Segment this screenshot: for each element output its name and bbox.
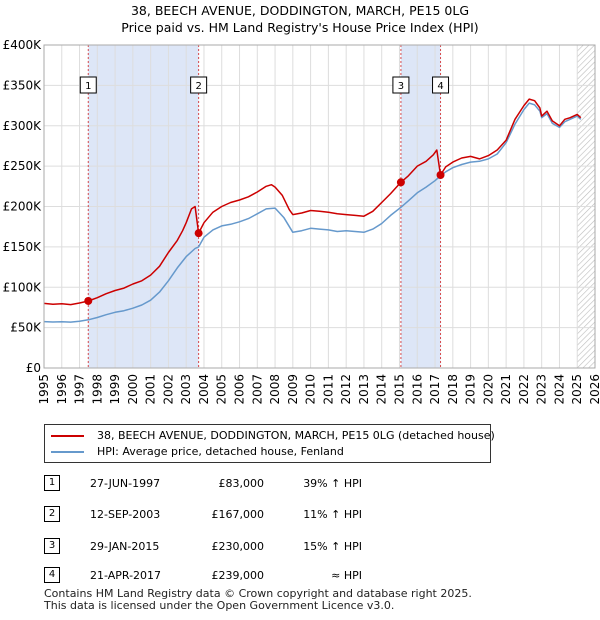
x-tick-label: 2015 <box>392 374 406 405</box>
x-tick-label: 2010 <box>304 374 318 405</box>
x-tick-label: 2004 <box>197 374 211 405</box>
legend-property-label: 38, BEECH AVENUE, DODDINGTON, MARCH, PE1… <box>97 429 495 442</box>
sale-label-number: 2 <box>195 81 201 92</box>
sale-label-box <box>432 76 450 94</box>
x-tick-label: 2025 <box>570 374 584 405</box>
x-tick-label: 1999 <box>108 374 122 405</box>
y-tick-label: £400K <box>3 38 43 52</box>
chart-title: 38, BEECH AVENUE, DODDINGTON, MARCH, PE1… <box>0 2 600 36</box>
y-tick-label: £200K <box>3 200 43 214</box>
sale-point <box>84 296 93 305</box>
sale-number: 4 <box>44 567 60 583</box>
x-tick-label: 2018 <box>446 374 460 405</box>
x-tick-label: 2013 <box>357 374 371 405</box>
hpi-line <box>43 102 582 323</box>
legend-hpi-swatch <box>51 451 84 453</box>
plot-border <box>43 44 596 369</box>
sale-point <box>436 171 445 180</box>
x-tick-label: 2007 <box>250 374 264 405</box>
sale-date: 29-JAN-2015 <box>90 540 160 553</box>
sale-label-box <box>79 76 97 94</box>
sale-number: 3 <box>44 538 60 554</box>
sale-label-number: 1 <box>85 81 91 92</box>
footer-copyright: Contains HM Land Registry data © Crown c… <box>44 587 472 600</box>
sale-label-number: 4 <box>437 81 443 92</box>
x-tick-label: 2002 <box>161 374 175 405</box>
x-tick-label: 2026 <box>588 374 600 405</box>
sale-date: 12-SEP-2003 <box>90 508 161 521</box>
x-tick-label: 1997 <box>73 374 87 405</box>
x-tick-label: 1996 <box>55 374 69 405</box>
y-tick-label: £50K <box>10 321 42 335</box>
x-tick-label: 2012 <box>339 374 353 405</box>
sale-point <box>194 229 203 238</box>
sale-number: 1 <box>44 475 60 491</box>
sale-hpi-change: 15% ↑ HPI <box>303 540 362 553</box>
x-tick-label: 2017 <box>428 374 442 405</box>
legend: 38, BEECH AVENUE, DODDINGTON, MARCH, PE1… <box>44 424 495 463</box>
footer-licence: This data is licensed under the Open Gov… <box>44 599 395 612</box>
legend-property-swatch <box>51 435 84 437</box>
sale-hpi-change: 39% ↑ HPI <box>303 477 362 490</box>
sale-hpi-change: ≈ HPI <box>331 569 362 582</box>
sale-number: 2 <box>44 506 60 522</box>
sale-price: £83,000 <box>218 477 265 490</box>
x-tick-label: 2016 <box>410 374 424 405</box>
footer: Contains HM Land Registry data © Crown c… <box>44 588 472 612</box>
x-tick-label: 2008 <box>268 374 282 405</box>
sale-price: £167,000 <box>211 508 265 521</box>
y-tick-label: £250K <box>3 159 43 173</box>
x-tick-label: 2000 <box>126 374 140 405</box>
x-tick-label: 2024 <box>552 374 566 405</box>
y-tick-label: £150K <box>3 240 43 254</box>
y-tick-label: £350K <box>3 78 43 92</box>
x-tick-label: 2003 <box>179 374 193 405</box>
sale-hpi-change: 11% ↑ HPI <box>303 508 362 521</box>
x-tick-label: 2011 <box>321 374 335 405</box>
x-tick-label: 2021 <box>499 374 513 405</box>
x-tick-label: 2001 <box>144 374 158 405</box>
x-tick-label: 2014 <box>375 374 389 405</box>
y-tick-label: £100K <box>3 280 43 294</box>
sale-label-box <box>392 76 410 94</box>
x-tick-label: 2023 <box>535 374 549 405</box>
x-tick-label: 2005 <box>215 374 229 405</box>
property-price-line <box>43 98 582 306</box>
x-tick-label: 2022 <box>517 374 531 405</box>
x-tick-label: 2006 <box>233 374 247 405</box>
sale-date: 21-APR-2017 <box>90 569 162 582</box>
x-tick-label: 2020 <box>481 374 495 405</box>
title-line-2: Price paid vs. HM Land Registry's House … <box>121 20 479 35</box>
title-line-1: 38, BEECH AVENUE, DODDINGTON, MARCH, PE1… <box>130 3 470 18</box>
sale-label-number: 3 <box>398 81 404 92</box>
y-tick-label: £300K <box>3 119 43 133</box>
sale-price: £239,000 <box>211 569 265 582</box>
sale-label-box <box>190 76 208 94</box>
x-tick-label: 1995 <box>37 374 51 405</box>
x-tick-label: 1998 <box>90 374 104 405</box>
sale-point <box>396 178 405 187</box>
price-chart: 1 2 3 4 £0 £50K £100K £150K £200K £250K £300K £350… <box>3 38 600 405</box>
sale-price: £230,000 <box>211 540 265 553</box>
sale-date: 27-JUN-1997 <box>90 477 161 490</box>
legend-hpi-label: HPI: Average price, detached house, Fenl… <box>97 445 344 458</box>
x-tick-label: 2009 <box>286 374 300 405</box>
y-tick-label: £0 <box>26 361 41 375</box>
x-tick-label: 2019 <box>464 374 478 405</box>
